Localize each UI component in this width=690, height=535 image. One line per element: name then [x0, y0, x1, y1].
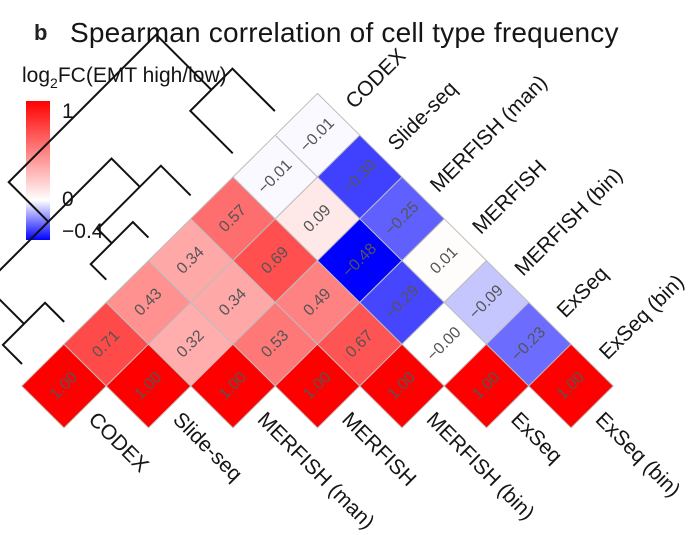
heatmap-cells: 1.000.711.000.430.321.000.340.340.531.00… [21, 92, 614, 429]
dendrogram-branch [89, 220, 150, 281]
axis-label-bottom: ExSeq [506, 408, 566, 468]
legend-tick-zero: 0 [62, 188, 74, 211]
axis-label-diagonal: ExSeq (bin) [595, 270, 689, 364]
legend-colorbar [26, 101, 50, 240]
title-row: b Spearman correlation of cell type freq… [34, 14, 619, 52]
chart-title: Spearman correlation of cell type freque… [70, 17, 619, 48]
axis-label-diagonal: ExSeq [553, 262, 613, 322]
heatmap-cell [528, 343, 614, 429]
axis-label-diagonal: Slide-seq [384, 77, 462, 155]
dendrogram-branch [96, 164, 192, 244]
dendrogram-branch [7, 33, 213, 223]
legend-title: log2FC(EMT high/low) [22, 64, 227, 91]
legend-tick-low: −0.4 [62, 220, 104, 243]
panel-letter: b [34, 20, 48, 45]
axis-label-diagonal: MERFISH [468, 156, 551, 239]
dendrogram [0, 33, 276, 365]
legend-tick-high: 1 [62, 100, 74, 123]
axis-label-bottom: ExSeq (bin) [591, 408, 685, 502]
color-legend: log2FC(EMT high/low) 1 0 −0.4 [22, 64, 227, 243]
axis-label-diagonal: CODEX [341, 44, 410, 113]
